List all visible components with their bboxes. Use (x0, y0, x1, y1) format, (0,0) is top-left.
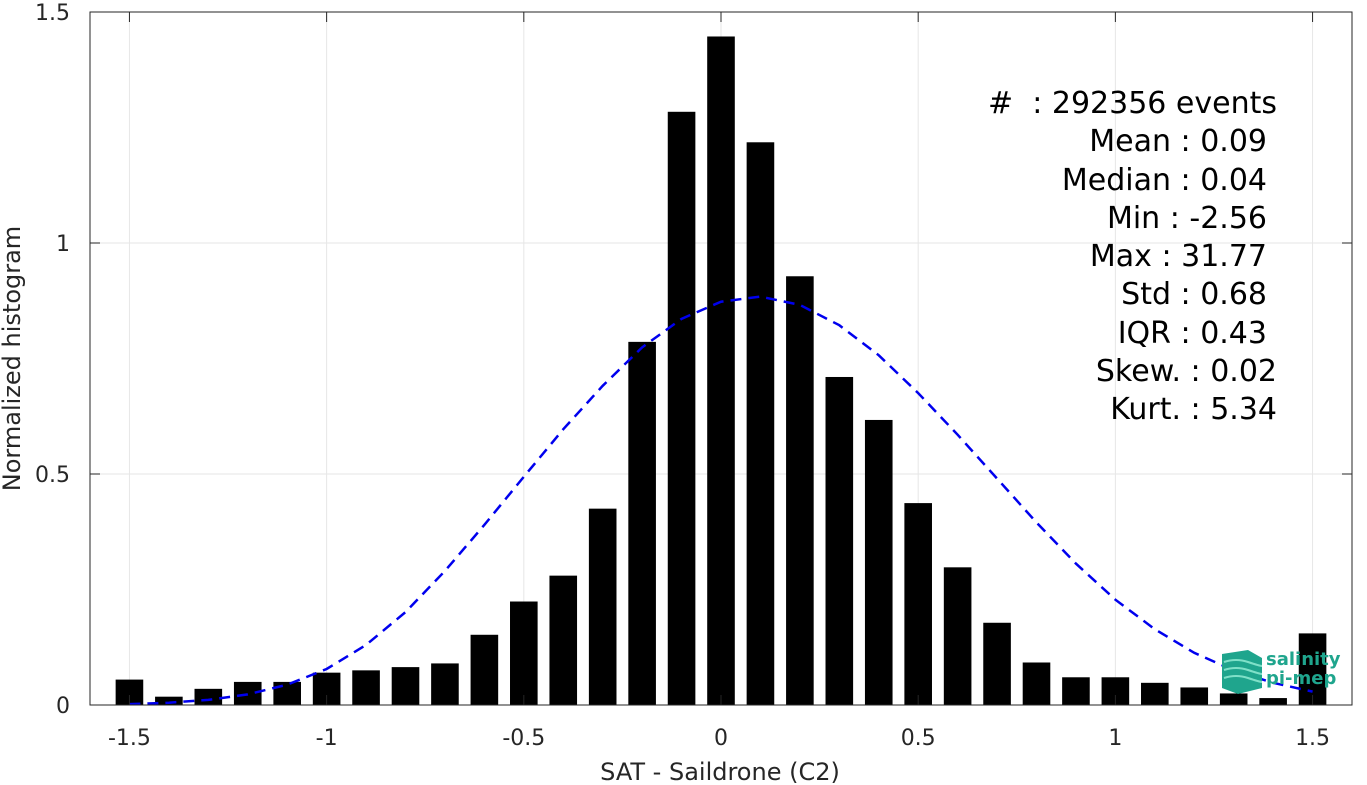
histogram-bar (983, 622, 1011, 705)
histogram-bar (746, 142, 775, 705)
y-tick-label: 1 (56, 232, 70, 257)
x-tick-labels: -1.5 -1 -0.5 0 0.5 1 1.5 (108, 726, 1330, 751)
histogram-bar (273, 681, 301, 705)
axis-ticks (90, 11, 1352, 706)
histogram-bar (864, 419, 893, 705)
x-tick-label: 0.5 (901, 726, 936, 751)
histogram-bar (825, 376, 854, 705)
stat-max: Max : 31.77 (1089, 239, 1267, 275)
histogram-bar (155, 696, 183, 705)
x-tick-label: -0.5 (502, 726, 545, 751)
histogram-bar (1298, 633, 1327, 705)
x-tick-label: 0 (714, 726, 728, 751)
wave-icon (1222, 650, 1263, 694)
stat-iqr: IQR : 0.43 (1117, 315, 1267, 351)
histogram-bar (943, 567, 972, 705)
histogram-bar (431, 663, 459, 705)
logo-text: salinity pi-mep (1266, 650, 1341, 688)
x-tick-label: -1.5 (108, 726, 151, 751)
histogram-bar (1259, 698, 1287, 705)
stat-min: Min : -2.56 (1106, 200, 1267, 236)
y-tick-label: 1.5 (35, 1, 70, 26)
histogram-bar (510, 601, 538, 705)
histogram-bar (470, 634, 499, 705)
histogram-bar (391, 667, 420, 705)
histogram-bar (233, 681, 262, 705)
x-tick-label: -1 (316, 726, 338, 751)
histogram-bar (1180, 687, 1209, 705)
stat-mean: Mean : 0.09 (1089, 124, 1267, 160)
histogram-bar (1141, 682, 1169, 705)
x-axis-label: SAT - Saildrone (C2) (600, 758, 840, 785)
histogram-bars (115, 36, 1327, 706)
stat-skew: Skew. : 0.02 (1095, 354, 1277, 390)
histogram-bar (904, 503, 932, 705)
histogram-bar (628, 341, 656, 705)
histogram-bar (352, 670, 380, 705)
histogram-bar (549, 575, 578, 705)
histogram-bar (667, 111, 696, 706)
y-tick-label: 0.5 (35, 463, 70, 488)
x-tick-label: 1.5 (1295, 726, 1330, 751)
histogram-bar (786, 276, 814, 705)
histogram-bar (1022, 662, 1051, 705)
histogram-bar (707, 36, 735, 705)
stat-events: # : 292356 events (988, 86, 1277, 121)
histogram-bar (1219, 693, 1248, 705)
stat-std: Std : 0.68 (1121, 277, 1267, 313)
histogram-bar (194, 688, 223, 705)
statistics-box: # : 292356 events Mean : 0.09 Median : 0… (988, 85, 1277, 430)
y-axis-label: Normalized histogram (0, 226, 26, 491)
stat-median: Median : 0.04 (1061, 162, 1267, 198)
y-tick-label: 0 (56, 694, 70, 719)
y-tick-labels: 0 0.5 1 1.5 (35, 1, 70, 719)
stat-kurt: Kurt. : 5.34 (1110, 392, 1277, 428)
logo-line2: pi-mep (1266, 668, 1337, 689)
normal-fit-curve (129, 295, 1313, 706)
salinity-pi-mep-logo: salinity pi-mep (1218, 648, 1348, 696)
histogram-bar (1062, 677, 1090, 705)
logo-line1: salinity (1266, 649, 1341, 670)
x-tick-label: 1 (1108, 726, 1122, 751)
histogram-bar (588, 508, 617, 705)
